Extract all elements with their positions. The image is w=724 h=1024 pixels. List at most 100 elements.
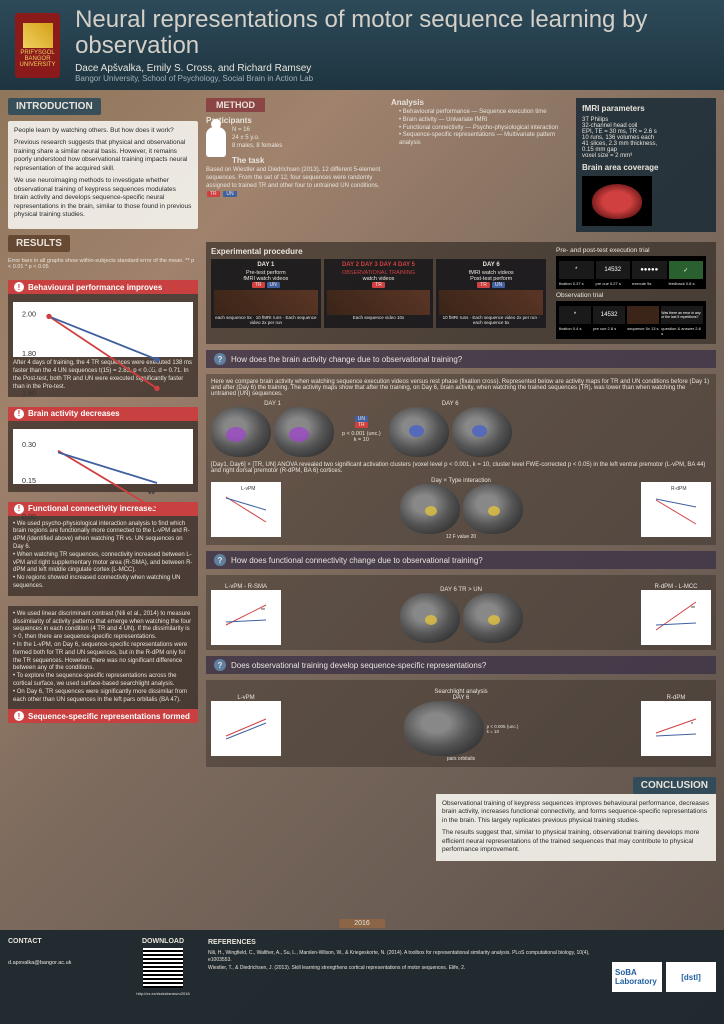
conclusion-p1: Observational training of keypress seque… (442, 800, 710, 825)
intro-p3: We use neuroimaging methods to investiga… (14, 177, 192, 219)
svg-text:0.15: 0.15 (22, 476, 36, 485)
analysis-item: Functional connectivity — Psycho-physiol… (399, 125, 568, 133)
coverage-label: Brain area coverage (582, 163, 710, 172)
svg-text:2.00: 2.00 (22, 310, 36, 319)
poster-header: PRIFYSGOL BANGOR UNIVERSITY Neural repre… (0, 0, 724, 90)
poster-title: Neural representations of motor sequence… (75, 7, 709, 60)
brain-image (463, 484, 523, 534)
logo-dstl: [dstl] (666, 962, 716, 992)
chart-conn-right: ** (641, 590, 711, 645)
affiliation: Bangor University, School of Psychology,… (75, 74, 709, 83)
svg-text:0.30: 0.30 (22, 440, 36, 449)
q1-anova: [Day1, Day6] × [TR, UN] ANOVA revealed t… (211, 462, 711, 474)
result-title-1: Behavioural performance improves (8, 280, 198, 294)
brain-coverage-image (582, 176, 652, 226)
results-heading: RESULTS (8, 235, 70, 252)
contact-email: d.apsvalka@bangor.ac.uk (8, 960, 118, 966)
day-box-3: DAY 6 fMRI watch videos Post-test perfor… (436, 259, 546, 328)
conclusion-p2: The results suggest that, similar to phy… (442, 829, 710, 854)
participants-age: 24 ± 5 y.o. (206, 135, 383, 143)
results-note: Error bars in all graphs show within-sub… (8, 258, 198, 270)
day-label: DAY 6 (439, 262, 543, 268)
svg-text:**: ** (261, 608, 265, 614)
brain-image (400, 484, 460, 534)
svg-text:1.80: 1.80 (22, 349, 36, 358)
svg-text:**: ** (148, 366, 156, 376)
analysis-item: Sequence-specific representations — Mult… (399, 132, 568, 148)
sponsor-logos: SoBA Laboratory [dstl] (612, 938, 716, 1016)
chart-dissim-right: * (641, 701, 711, 756)
question-1-section: Here we compare brain activity when watc… (206, 374, 716, 545)
brain-image (452, 407, 512, 457)
exec-trial-heading: Pre- and post-test execution trial (556, 247, 711, 254)
result-sequence: • We used linear discriminant contrast (… (8, 606, 198, 724)
ref-item: Nili, H., Wingfield, C., Walther, A., Su… (208, 950, 597, 963)
brain-image (389, 407, 449, 457)
analysis-item: Brain activity — Univariate fMRI (399, 117, 568, 125)
obs-trial-heading: Observation trial (556, 292, 711, 299)
person-icon (206, 127, 226, 157)
university-logo: PRIFYSGOL BANGOR UNIVERSITY (15, 13, 60, 78)
year-badge: 2016 (339, 919, 385, 928)
intro-box: People learn by watching others. But how… (8, 121, 198, 229)
chart-brain-activity: 0.300.150.00** (13, 429, 193, 484)
conclusion-heading: CONCLUSION (633, 777, 716, 794)
brain-image (463, 593, 523, 643)
result-title-4: Sequence-specific representations formed (8, 709, 198, 723)
participants-n: N = 16 (206, 127, 383, 135)
svg-text:1.60: 1.60 (22, 389, 36, 398)
intro-p2: Previous research suggests that physical… (14, 139, 192, 173)
fmri-box: fMRI parameters 3T Philips 32-channel he… (576, 98, 716, 232)
chart-behavioural: 2.001.801.60** (13, 302, 193, 357)
brain-image (274, 407, 334, 457)
download-url: http://xx.xx/xkxkxksneuro2016 (133, 991, 193, 996)
task-heading: The task (206, 156, 383, 165)
question-3-title: Does observational training develop sequ… (206, 656, 716, 674)
svg-text:**: ** (691, 606, 695, 612)
procedure-heading: Experimental procedure (211, 247, 546, 256)
intro-heading: INTRODUCTION (8, 98, 101, 115)
analysis-list: Behavioural performance — Sequence execu… (391, 109, 568, 148)
experimental-procedure: Experimental procedure DAY 1 Pre-test pe… (206, 242, 716, 344)
svg-text:0.00: 0.00 (22, 512, 36, 521)
hand-image (439, 290, 543, 315)
brain-searchlight (404, 701, 484, 756)
hand-image (214, 290, 318, 315)
logo-soba: SoBA Laboratory (612, 962, 662, 992)
question-2-title: How does functional connectivity change … (206, 551, 716, 569)
download-heading: DOWNLOAD (133, 938, 193, 945)
exec-trial: * 14532 ●●●●● ✓ fixation 0.37 s pre cue … (556, 256, 706, 289)
q1-intro: Here we compare brain activity when watc… (211, 379, 711, 397)
result-behavioural: Behavioural performance improves 2.00 1.8… (8, 280, 198, 396)
day-label: DAY 1 (214, 262, 318, 268)
chart-lvpm: L-vPM (211, 482, 281, 537)
university-name: PRIFYSGOL BANGOR UNIVERSITY (15, 50, 60, 68)
svg-text:L-vPM: L-vPM (241, 486, 255, 492)
fmri-heading: fMRI parameters (582, 104, 710, 113)
chart-dissim-left (211, 701, 281, 756)
svg-text:**: ** (148, 489, 156, 499)
authors: Dace Apšvalka, Emily S. Cross, and Richa… (75, 63, 709, 74)
intro-p1: People learn by watching others. But how… (14, 127, 192, 135)
obs-trial: * 14532 Was there an error in any of the… (556, 301, 706, 339)
chart-rdpm: R-dPM (641, 482, 711, 537)
day-box-1: DAY 1 Pre-test perform fMRI watch videos… (211, 259, 321, 328)
analysis-heading: Analysis (391, 98, 568, 107)
result-brain-activity: Brain activity decreases 0.300.150.00** (8, 407, 198, 492)
qr-code (143, 948, 183, 988)
hand-image (327, 290, 431, 315)
analysis-item: Behavioural performance — Sequence execu… (399, 109, 568, 117)
title-block: Neural representations of motor sequence… (75, 7, 709, 84)
day-label: DAY 2 DAY 3 DAY 4 DAY 5 (327, 262, 431, 268)
participants-heading: Participants (206, 116, 383, 125)
question-3-section: L-vPM Searchlight analysisDAY 6p < 0.005… (206, 680, 716, 767)
contact-heading: CONTACT (8, 938, 118, 945)
fmri-text: 3T Philips 32-channel head coil EPI, TE … (582, 117, 710, 159)
brain-image (400, 593, 460, 643)
method-heading: METHOD (206, 98, 265, 112)
question-2-section: L-vPM - R-SMA** DAY 6 TR > UN R-dPM - L-… (206, 575, 716, 650)
svg-text:R-dPM: R-dPM (671, 486, 687, 492)
task-text: Based on Wiestler and Diedrichsen (2013)… (206, 167, 383, 198)
chart-conn-left: ** (211, 590, 281, 645)
result-text-4: • We used linear discriminant contrast (… (8, 606, 198, 710)
